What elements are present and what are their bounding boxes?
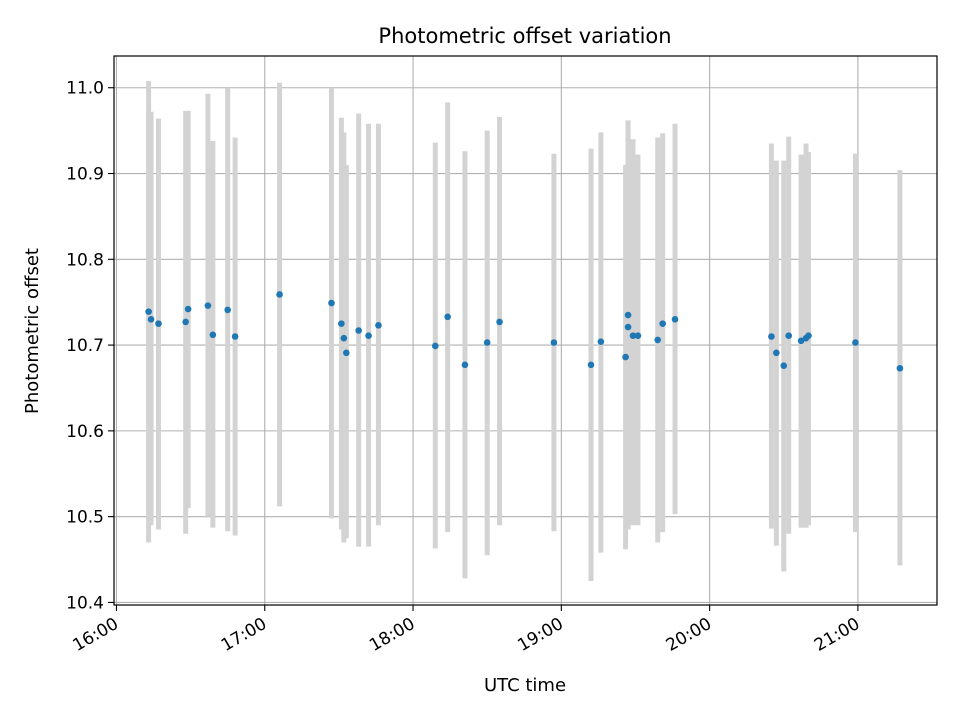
data-points (145, 291, 904, 372)
data-point (896, 364, 904, 372)
data-point (224, 306, 231, 314)
data-point (145, 308, 152, 315)
data-point (852, 339, 859, 346)
chart-title: Photometric offset variation (378, 24, 671, 48)
data-point (209, 331, 217, 339)
y-tick-label: 10.5 (66, 508, 104, 528)
x-tick-label: 17:00 (218, 614, 270, 656)
x-axis-label: UTC time (484, 675, 566, 696)
data-point (340, 334, 348, 342)
data-point (629, 332, 637, 339)
data-point (276, 291, 283, 298)
data-point (768, 333, 775, 340)
x-tick-label: 16:00 (70, 614, 122, 656)
data-point (338, 320, 345, 327)
data-point (624, 311, 632, 319)
data-point (365, 332, 372, 339)
y-tick-label: 10.4 (66, 593, 104, 613)
data-point (773, 349, 780, 357)
data-point (461, 361, 469, 369)
data-point (184, 305, 192, 313)
error-bars (146, 80, 903, 581)
data-point (375, 322, 382, 329)
data-point (355, 327, 362, 334)
y-tick-label: 10.8 (66, 250, 104, 270)
y-axis-label: Photometric offset (22, 248, 43, 414)
data-point (654, 336, 662, 344)
data-point (659, 320, 666, 327)
data-point (805, 332, 812, 339)
data-point (483, 339, 491, 346)
data-point (587, 361, 595, 369)
data-point (231, 333, 239, 340)
data-point (671, 316, 679, 323)
x-tick-label: 19:00 (514, 614, 566, 656)
y-tick-label: 10.7 (66, 336, 104, 356)
data-point (622, 353, 629, 361)
data-point (155, 320, 162, 327)
x-tick-label: 20:00 (663, 614, 715, 656)
data-point (785, 332, 793, 339)
data-point (797, 337, 805, 345)
data-point (597, 338, 605, 345)
y-tick-label: 10.9 (66, 165, 104, 185)
data-point (780, 362, 788, 369)
data-point (431, 342, 439, 350)
plot-frame (113, 55, 938, 606)
x-tick-label: 18:00 (366, 614, 418, 656)
data-point (634, 332, 642, 339)
y-tick-label: 10.6 (66, 422, 104, 442)
y-tick-label: 11.0 (66, 79, 104, 99)
data-point (550, 339, 558, 346)
data-point (343, 349, 350, 357)
data-point (204, 302, 212, 309)
data-point (444, 313, 451, 321)
data-point (182, 318, 189, 326)
x-tick-label: 21:00 (811, 614, 863, 656)
data-point (328, 299, 335, 307)
data-point (147, 316, 155, 323)
data-point (624, 323, 632, 331)
data-point (496, 318, 503, 326)
